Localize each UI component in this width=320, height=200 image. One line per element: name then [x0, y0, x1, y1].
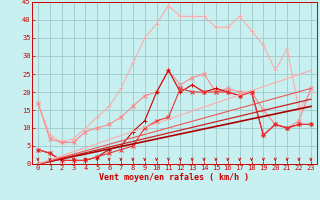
X-axis label: Vent moyen/en rafales ( km/h ): Vent moyen/en rafales ( km/h ): [100, 173, 249, 182]
